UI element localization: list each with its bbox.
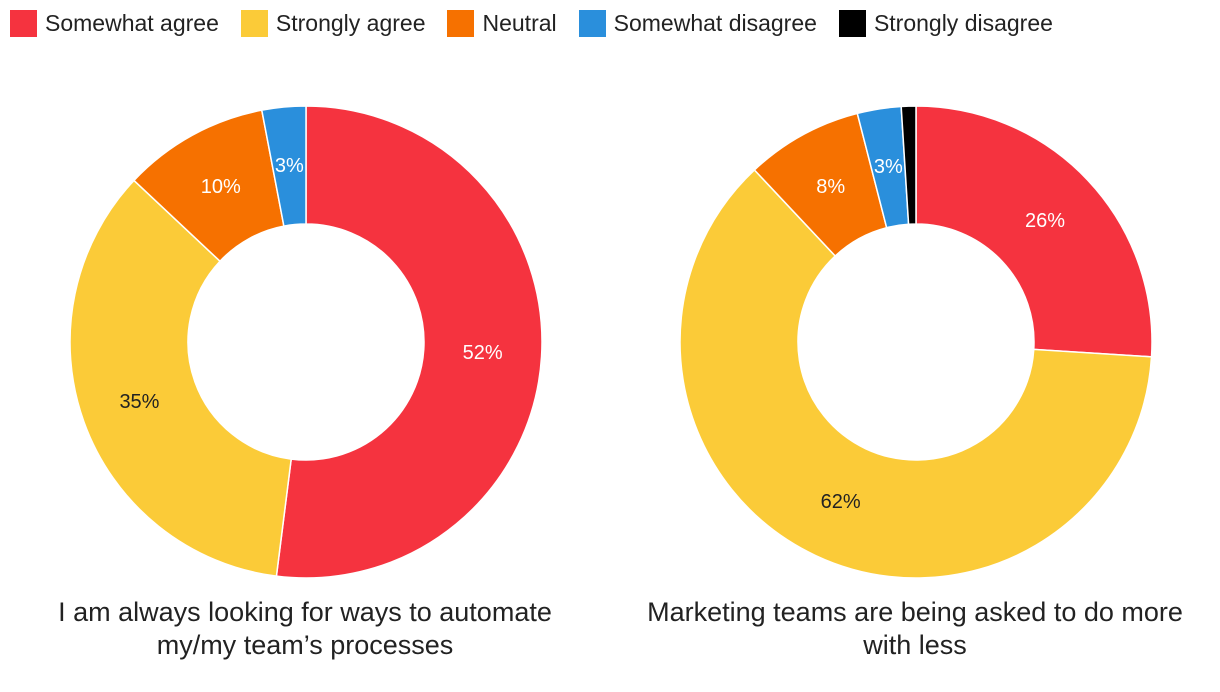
legend-swatch <box>578 10 606 37</box>
data-label-somewhat-disagree: 3% <box>275 155 304 177</box>
slice-strongly-agree[interactable] <box>69 179 293 577</box>
data-label-neutral: 10% <box>201 176 241 198</box>
legend-label: Strongly agree <box>275 10 426 36</box>
data-label-somewhat-agree: 52% <box>463 342 503 364</box>
donut-chart-automation: 52% 35% 10% 3% <box>69 105 543 579</box>
data-label-neutral: 8% <box>816 176 845 198</box>
legend-label: Somewhat agree <box>45 10 219 36</box>
legend-item-strongly-disagree[interactable]: Strongly disagree <box>838 10 1053 37</box>
legend-item-strongly-agree[interactable]: Strongly agree <box>240 10 426 37</box>
legend-label: Neutral <box>482 10 557 36</box>
slice-strongly-agree[interactable] <box>679 168 1153 579</box>
slice-somewhat-agree[interactable] <box>275 105 543 579</box>
legend-label: Somewhat disagree <box>613 10 817 36</box>
legend-item-somewhat-agree[interactable]: Somewhat agree <box>10 10 219 37</box>
legend: Somewhat agree Strongly agree Neutral So… <box>10 10 1053 37</box>
legend-swatch <box>838 10 866 37</box>
data-label-somewhat-agree: 26% <box>1025 210 1065 232</box>
data-label-strongly-agree: 62% <box>821 491 861 513</box>
chart-title-automation: I am always looking for ways to automate… <box>58 597 552 660</box>
legend-swatch <box>447 10 475 37</box>
donut-chart-marketing: 26% 62% 8% 3% <box>679 105 1153 579</box>
slice-somewhat-agree[interactable] <box>915 105 1153 358</box>
legend-item-neutral[interactable]: Neutral <box>447 10 557 37</box>
slice-strongly-disagree[interactable] <box>900 105 917 226</box>
data-label-somewhat-disagree: 3% <box>874 156 903 178</box>
slice-somewhat-disagree[interactable] <box>260 105 307 227</box>
legend-item-somewhat-disagree[interactable]: Somewhat disagree <box>578 10 817 37</box>
legend-label: Strongly disagree <box>873 10 1053 36</box>
legend-swatch <box>240 10 268 37</box>
legend-swatch <box>10 10 37 37</box>
chart-title-marketing: Marketing teams are being asked to do mo… <box>647 597 1183 660</box>
data-label-strongly-agree: 35% <box>119 391 159 413</box>
